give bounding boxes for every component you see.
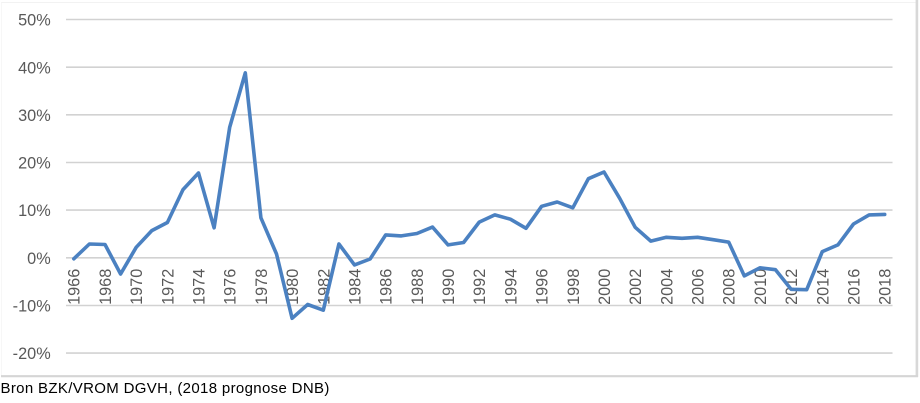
svg-text:1978: 1978 bbox=[253, 269, 271, 305]
svg-text:1982: 1982 bbox=[315, 269, 333, 305]
svg-text:1976: 1976 bbox=[222, 269, 240, 305]
svg-text:1968: 1968 bbox=[97, 269, 115, 305]
svg-text:1984: 1984 bbox=[346, 269, 364, 305]
svg-text:1970: 1970 bbox=[128, 269, 146, 305]
svg-text:1998: 1998 bbox=[565, 269, 583, 305]
svg-text:2002: 2002 bbox=[627, 269, 645, 305]
svg-text:2014: 2014 bbox=[814, 269, 832, 305]
svg-text:1986: 1986 bbox=[378, 269, 396, 305]
svg-text:1996: 1996 bbox=[534, 269, 552, 305]
svg-text:30%: 30% bbox=[18, 107, 51, 125]
svg-text:2004: 2004 bbox=[658, 269, 676, 305]
svg-text:2012: 2012 bbox=[783, 269, 801, 305]
svg-text:2016: 2016 bbox=[845, 269, 863, 305]
svg-text:-10%: -10% bbox=[13, 298, 51, 316]
svg-text:1972: 1972 bbox=[159, 269, 177, 305]
svg-text:1990: 1990 bbox=[440, 269, 458, 305]
svg-text:50%: 50% bbox=[18, 12, 51, 30]
svg-text:-20%: -20% bbox=[13, 345, 51, 363]
svg-text:40%: 40% bbox=[18, 59, 51, 77]
svg-text:1966: 1966 bbox=[66, 269, 84, 305]
svg-text:0%: 0% bbox=[27, 250, 51, 268]
svg-text:1988: 1988 bbox=[409, 269, 427, 305]
svg-text:1980: 1980 bbox=[284, 269, 302, 305]
svg-text:1974: 1974 bbox=[191, 269, 209, 305]
svg-text:2006: 2006 bbox=[690, 269, 708, 305]
svg-text:2008: 2008 bbox=[721, 269, 739, 305]
svg-text:2000: 2000 bbox=[596, 269, 614, 305]
svg-text:10%: 10% bbox=[18, 202, 51, 220]
svg-text:2018: 2018 bbox=[877, 269, 895, 305]
svg-text:2010: 2010 bbox=[752, 269, 770, 305]
svg-text:Bron BZK/VROM DGVH, (2018 prog: Bron BZK/VROM DGVH, (2018 prognose DNB) bbox=[1, 380, 330, 397]
svg-text:20%: 20% bbox=[18, 155, 51, 173]
svg-text:1992: 1992 bbox=[471, 269, 489, 305]
svg-text:1994: 1994 bbox=[502, 269, 520, 305]
